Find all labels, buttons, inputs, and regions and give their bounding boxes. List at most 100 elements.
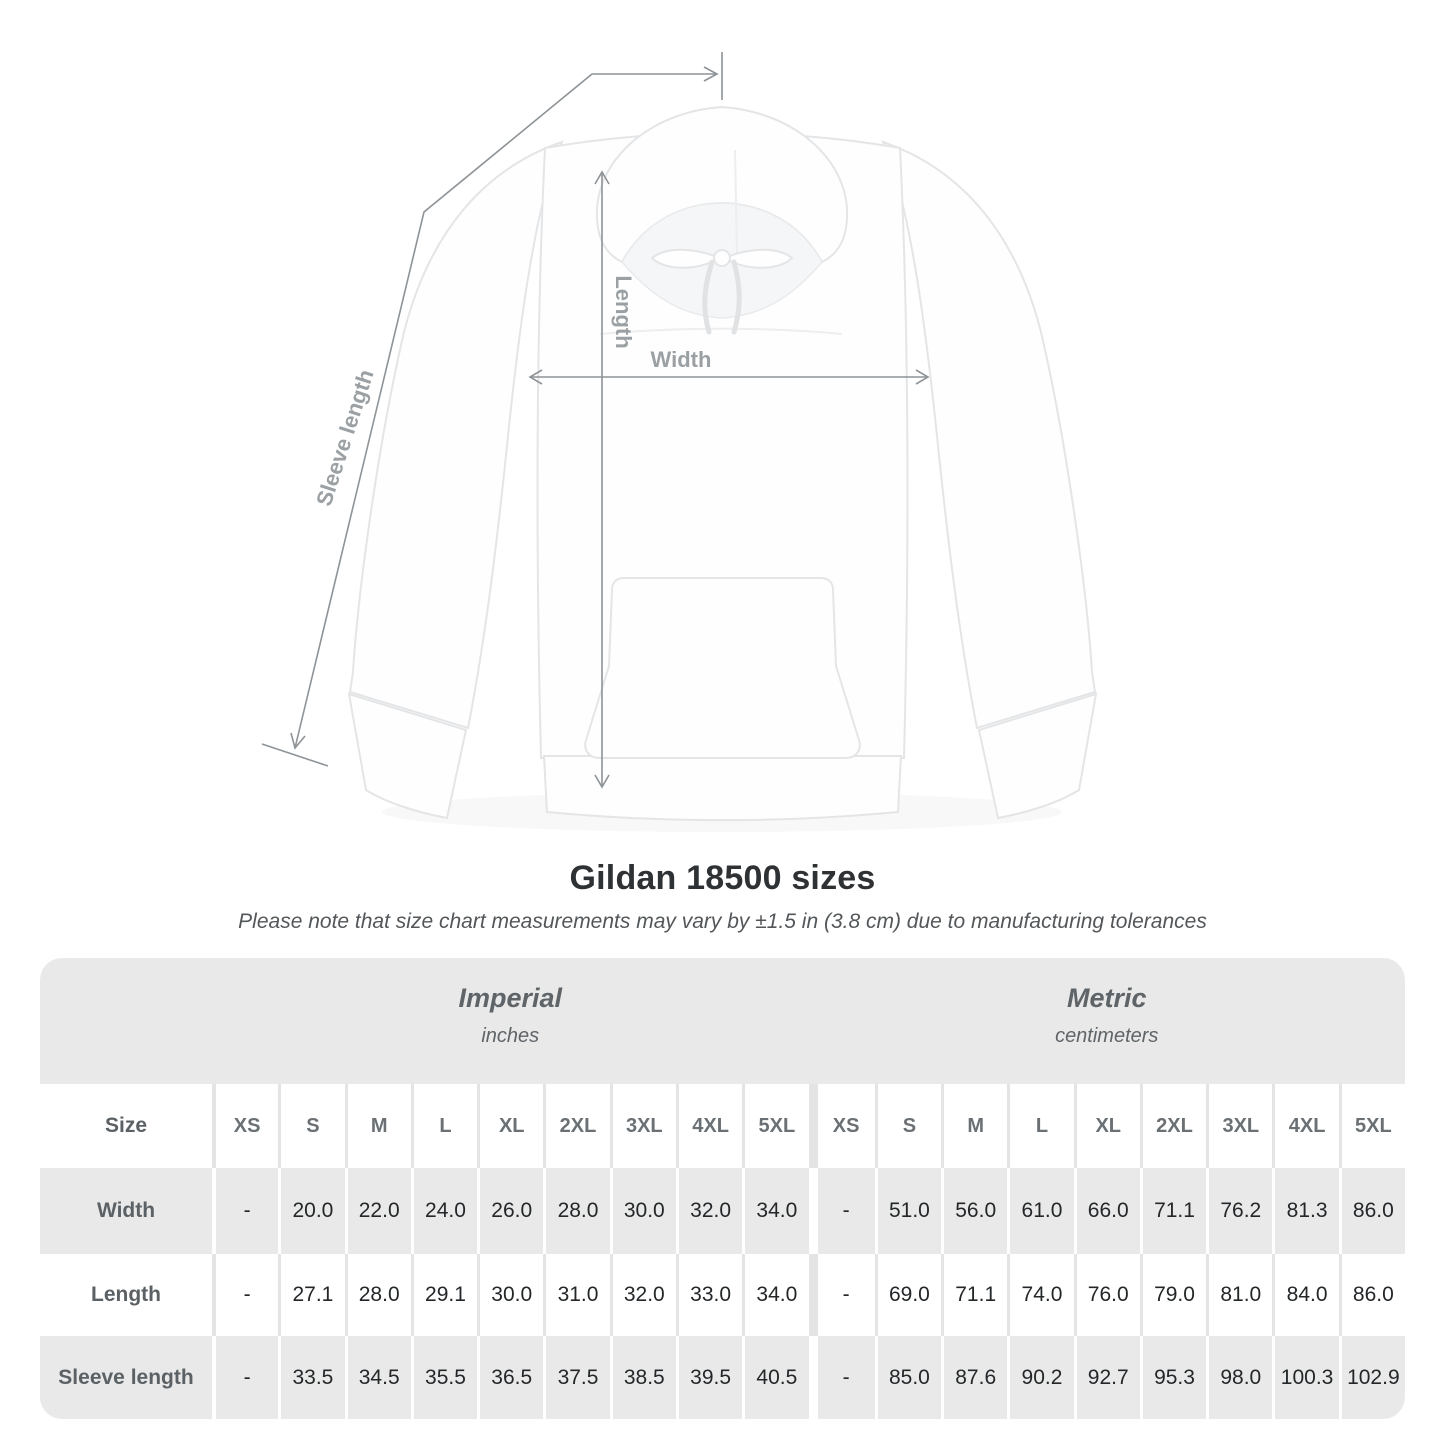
size-col-header: 3XL [609, 1084, 676, 1168]
width-arrowhead-left [528, 369, 543, 385]
page-title: Gildan 18500 sizes [569, 859, 876, 897]
length-label: Length [611, 275, 636, 348]
drawstring-right-loop [721, 248, 794, 269]
size-header-label: Size [104, 1114, 148, 1137]
hoodie-diagram: Sleeve length Length Width [261, 52, 1098, 822]
hem-band [542, 755, 903, 822]
table-cell: 92.7 [1073, 1336, 1140, 1419]
size-col-header: 4XL [675, 1084, 742, 1168]
table-cell: 69.0 [874, 1254, 941, 1336]
table-cell: 84.0 [1272, 1254, 1338, 1336]
drawstring-left-loop [650, 248, 723, 269]
sleeve-diagonal-line [294, 73, 593, 749]
table-cell: 90.2 [1007, 1336, 1073, 1419]
table-cell: 74.0 [1007, 1254, 1073, 1336]
row-label: Length [91, 1283, 161, 1306]
tolerance-note: Please note that size chart measurements… [238, 910, 1207, 933]
sleeve-arrowhead-bottom [290, 732, 306, 750]
table-cell: 81.0 [1206, 1254, 1272, 1336]
table-cell: 79.0 [1139, 1254, 1206, 1336]
table-cell: 87.6 [941, 1336, 1007, 1419]
size-col-header: XS [212, 1084, 278, 1168]
size-col-header: S [874, 1084, 941, 1168]
size-table: Imperial inches Metric centimeters Size … [40, 958, 1405, 1419]
right-cuff [977, 692, 1098, 820]
table-cell: 38.5 [609, 1336, 676, 1419]
size-col-header: M [344, 1084, 411, 1168]
table-cell: 76.2 [1206, 1168, 1272, 1254]
table-cell: - [808, 1254, 875, 1336]
unit-band-spacer [40, 958, 212, 1084]
table-cell: 39.5 [675, 1336, 742, 1419]
table-cell: 30.0 [609, 1168, 676, 1254]
table-cell: 34.0 [742, 1254, 808, 1336]
table-cell: 22.0 [344, 1168, 411, 1254]
size-col-header: L [1007, 1084, 1073, 1168]
table-cell: 32.0 [609, 1254, 676, 1336]
left-sleeve [348, 140, 564, 730]
table-cell: - [212, 1254, 278, 1336]
size-col-header: M [941, 1084, 1007, 1168]
table-cell: - [808, 1168, 875, 1254]
table-cell: 66.0 [1073, 1168, 1140, 1254]
imperial-title: Imperial [458, 983, 563, 1013]
sleeve-arrowhead-right [703, 66, 719, 82]
table-cell: 85.0 [874, 1336, 941, 1419]
width-label: Width [651, 347, 712, 372]
size-col-header: 2XL [543, 1084, 609, 1168]
table-cell: 35.5 [410, 1336, 477, 1419]
table-cell: 33.5 [278, 1336, 344, 1419]
size-col-header: S [278, 1084, 344, 1168]
table-cell: 71.1 [1139, 1168, 1206, 1254]
table-cell: 34.5 [344, 1336, 411, 1419]
table-cell: 100.3 [1272, 1336, 1338, 1419]
metric-section-header: Metric centimeters [809, 958, 1406, 1084]
size-col-header: 3XL [1206, 1084, 1272, 1168]
sleeve-bottom-tick [261, 743, 329, 767]
length-arrowhead-top [594, 170, 610, 185]
hood-seam [734, 149, 738, 256]
table-cell: 26.0 [477, 1168, 543, 1254]
table-cell: 33.0 [675, 1254, 742, 1336]
table-cell: 81.3 [1272, 1168, 1338, 1254]
table-cell: 28.0 [543, 1168, 609, 1254]
table-cell: - [212, 1336, 278, 1419]
size-header-row: Size XS S M L XL 2XL 3XL 4XL 5XL XS S M … [40, 1084, 1405, 1168]
length-arrowhead-bottom [594, 774, 610, 789]
imperial-section-header: Imperial inches [212, 958, 809, 1084]
table-cell: - [808, 1336, 875, 1419]
table-cell: 20.0 [278, 1168, 344, 1254]
table-cell: 56.0 [941, 1168, 1007, 1254]
table-cell: 31.0 [543, 1254, 609, 1336]
table-cell: 27.1 [278, 1254, 344, 1336]
drawstring-knot [713, 249, 731, 267]
table-cell: 40.5 [742, 1336, 808, 1419]
left-cuff [347, 692, 468, 820]
length-annotation: Length [594, 170, 636, 789]
drawstring-right [731, 259, 742, 335]
size-col-header: XL [477, 1084, 543, 1168]
metric-unit: centimeters [1055, 1025, 1159, 1047]
row-label: Width [96, 1199, 156, 1222]
right-sleeve [881, 140, 1097, 730]
table-cell: 28.0 [344, 1254, 411, 1336]
metric-title: Metric [1066, 983, 1147, 1013]
size-col-header: 5XL [742, 1084, 808, 1168]
unit-band: Imperial inches Metric centimeters [40, 958, 1405, 1084]
table-cell: 76.0 [1073, 1254, 1140, 1336]
drawstring-left [702, 259, 715, 335]
table-cell: 36.5 [477, 1336, 543, 1419]
chest-crease [599, 327, 843, 335]
imperial-unit: inches [481, 1025, 540, 1047]
table-row-sleeve-length: Sleeve length - 33.5 34.5 35.5 36.5 37.5… [40, 1336, 1405, 1419]
table-cell: 86.0 [1338, 1168, 1405, 1254]
size-col-header: XS [808, 1084, 875, 1168]
table-cell: 34.0 [742, 1168, 808, 1254]
width-annotation: Width [528, 347, 930, 385]
size-col-header: L [410, 1084, 477, 1168]
table-cell: 98.0 [1206, 1336, 1272, 1419]
table-row-length: Length - 27.1 28.0 29.1 30.0 31.0 32.0 3… [40, 1254, 1405, 1336]
width-arrowhead-right [915, 369, 930, 385]
sleeve-length-label: Sleeve length [311, 366, 379, 509]
size-col-header: 5XL [1338, 1084, 1405, 1168]
